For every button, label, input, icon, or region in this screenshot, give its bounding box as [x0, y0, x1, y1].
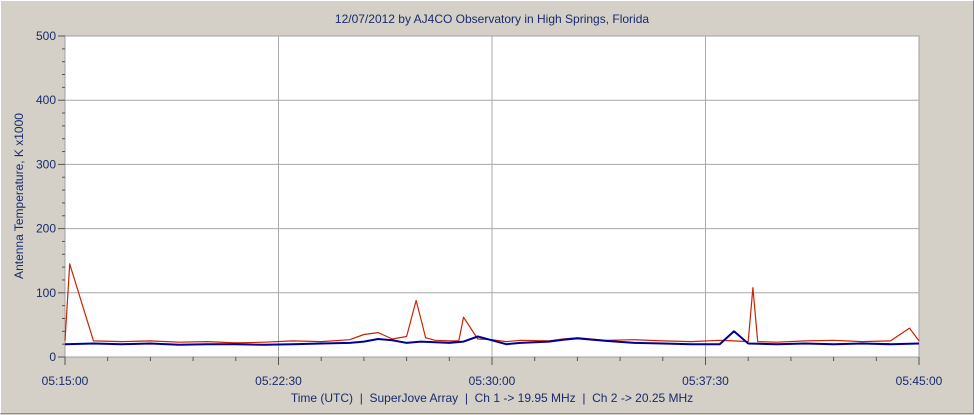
y-tick-label: 0 — [49, 350, 56, 364]
series-line-ch1 — [64, 263, 920, 344]
x-tick-label: 05:37:30 — [682, 374, 729, 388]
y-tick-label: 300 — [36, 157, 56, 171]
y-tick-label: 100 — [36, 286, 56, 300]
x-tick-label: 05:30:00 — [469, 374, 516, 388]
chart-title: 12/07/2012 by AJ4CO Observatory in High … — [335, 12, 649, 26]
x-axis: 05:15:00 05:22:30 05:30:00 05:37:30 05:45:00 — [42, 357, 943, 388]
y-tick-label: 200 — [36, 222, 56, 236]
x-tick-label: 05:15:00 — [42, 374, 89, 388]
grid — [65, 36, 919, 357]
x-tick-label: 05:22:30 — [255, 374, 302, 388]
y-tick-label: 500 — [36, 29, 56, 43]
y-axis: 0 100 200 300 400 500 — [36, 29, 65, 364]
y-axis-label: Antenna Temperature, K x1000 — [12, 113, 26, 279]
series-layer — [64, 263, 920, 346]
y-tick-label: 400 — [36, 93, 56, 107]
series-line-ch2 — [64, 330, 920, 346]
x-axis-label: Time (UTC) | SuperJove Array | Ch 1 -> 1… — [291, 391, 693, 405]
x-tick-label: 05:45:00 — [896, 374, 943, 388]
